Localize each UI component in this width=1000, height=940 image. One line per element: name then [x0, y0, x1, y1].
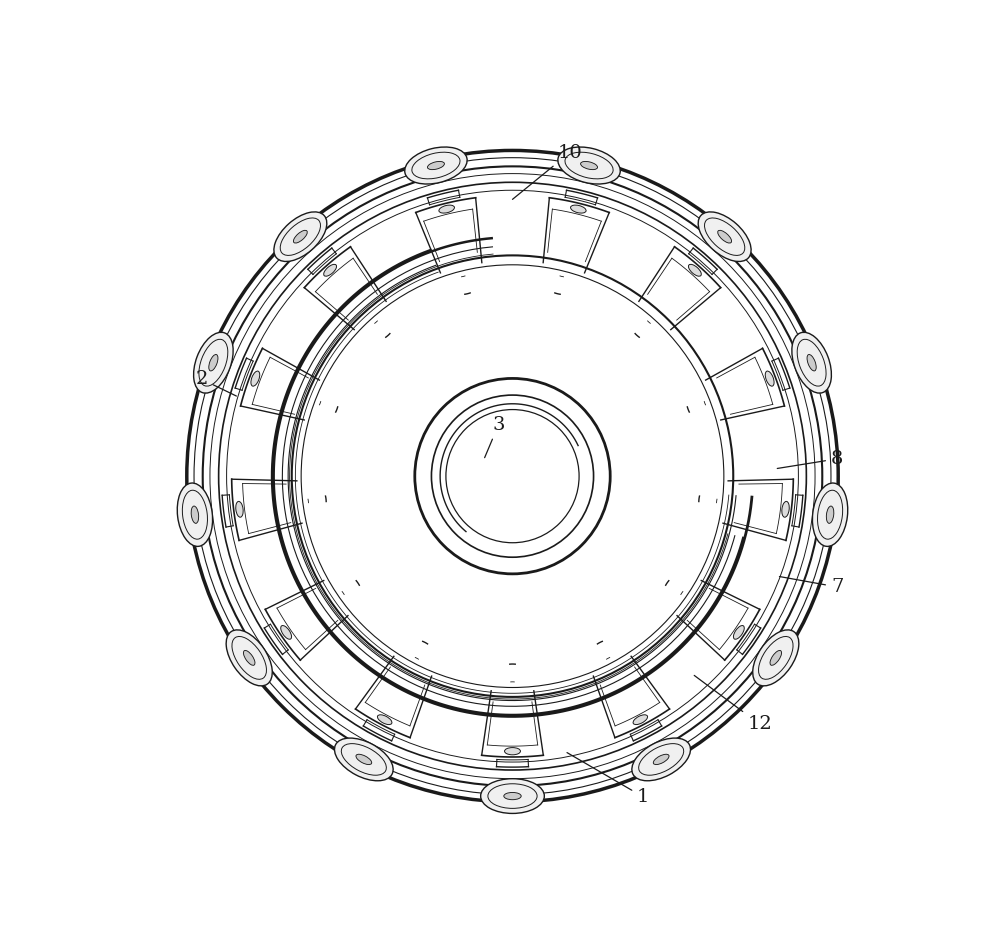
Ellipse shape	[191, 506, 199, 524]
Text: 12: 12	[694, 676, 772, 733]
Ellipse shape	[209, 354, 218, 371]
Ellipse shape	[177, 483, 213, 546]
Ellipse shape	[481, 778, 544, 813]
Ellipse shape	[505, 747, 520, 755]
Ellipse shape	[236, 501, 243, 517]
Ellipse shape	[334, 738, 393, 781]
Ellipse shape	[733, 625, 744, 639]
Ellipse shape	[632, 738, 691, 781]
Text: 10: 10	[512, 144, 582, 199]
Ellipse shape	[812, 483, 848, 546]
Ellipse shape	[653, 754, 669, 764]
Ellipse shape	[792, 333, 831, 393]
Ellipse shape	[782, 501, 789, 517]
Ellipse shape	[633, 714, 648, 725]
Ellipse shape	[826, 506, 834, 524]
Ellipse shape	[274, 212, 327, 261]
Ellipse shape	[753, 630, 799, 686]
Ellipse shape	[439, 205, 454, 213]
Ellipse shape	[688, 264, 701, 276]
Ellipse shape	[251, 371, 260, 386]
Ellipse shape	[377, 714, 392, 725]
Ellipse shape	[807, 354, 816, 371]
Ellipse shape	[243, 650, 255, 666]
Ellipse shape	[427, 162, 444, 169]
Ellipse shape	[558, 147, 620, 184]
Ellipse shape	[571, 205, 586, 213]
Text: 3: 3	[485, 415, 505, 458]
Ellipse shape	[356, 754, 372, 764]
Ellipse shape	[194, 333, 233, 393]
Ellipse shape	[765, 371, 774, 386]
Ellipse shape	[293, 230, 307, 243]
Ellipse shape	[581, 162, 598, 169]
Ellipse shape	[324, 264, 337, 276]
Ellipse shape	[698, 212, 751, 261]
Text: 1: 1	[567, 753, 649, 806]
Ellipse shape	[226, 630, 272, 686]
Ellipse shape	[504, 792, 521, 800]
Ellipse shape	[770, 650, 782, 666]
Text: 2: 2	[195, 370, 236, 396]
Text: 8: 8	[777, 450, 843, 468]
Text: 7: 7	[779, 576, 843, 596]
Ellipse shape	[281, 625, 292, 639]
Ellipse shape	[718, 230, 732, 243]
Ellipse shape	[405, 147, 467, 184]
